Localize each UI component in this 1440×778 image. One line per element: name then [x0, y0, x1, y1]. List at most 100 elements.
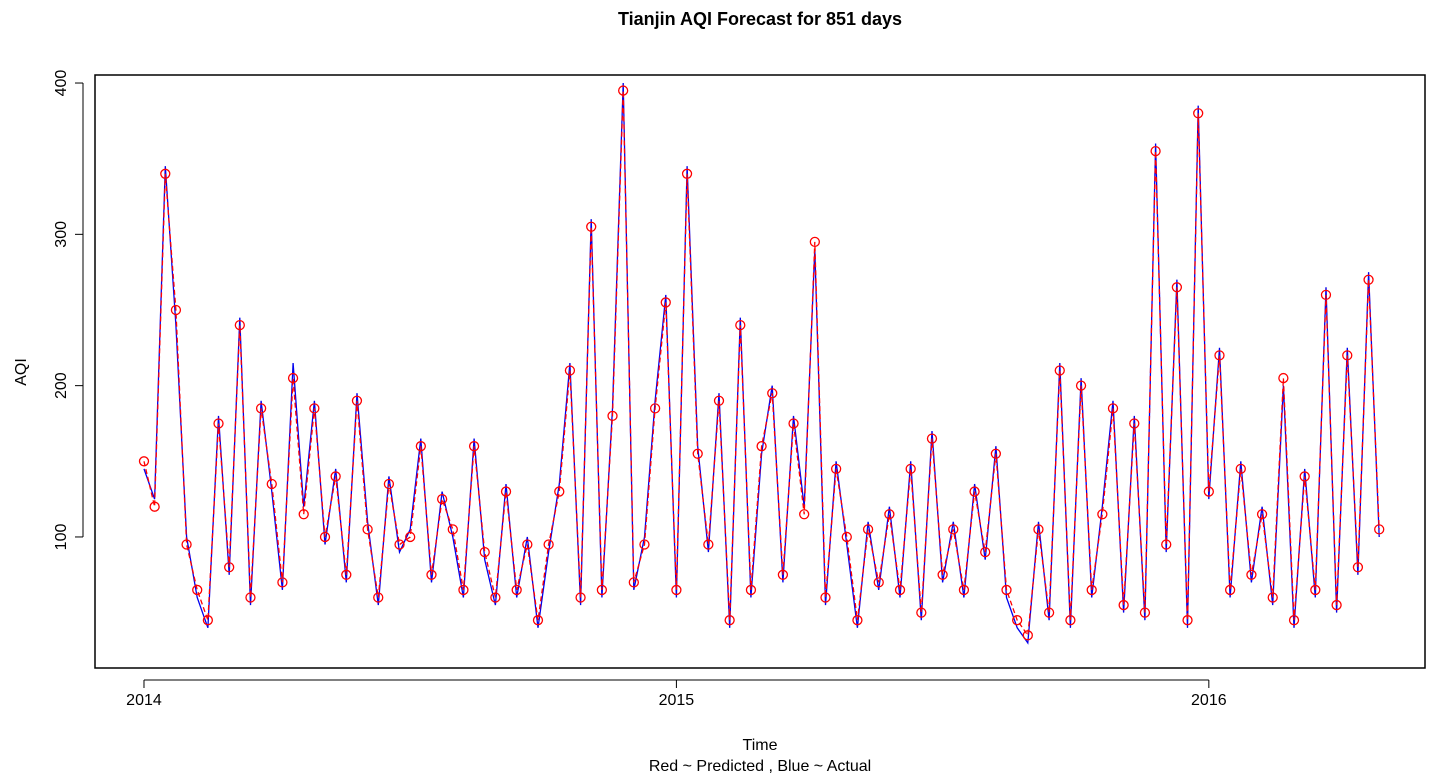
point-marker [926, 433, 938, 444]
point-marker [319, 531, 331, 543]
y-tick-label: 100 [53, 524, 70, 551]
point-marker [809, 236, 820, 248]
point-marker [1043, 607, 1055, 618]
point-marker [351, 395, 363, 406]
point-marker [181, 539, 192, 550]
point-marker [862, 524, 874, 535]
point-marker [1363, 274, 1374, 285]
point-marker [1193, 108, 1204, 119]
point-marker [586, 221, 597, 232]
point-marker [596, 584, 608, 596]
point-marker [660, 297, 671, 308]
point-marker [1182, 615, 1193, 626]
point-marker [1161, 539, 1172, 550]
point-marker [213, 418, 224, 429]
point-marker [873, 577, 884, 588]
point-marker [671, 584, 682, 596]
point-marker [1352, 562, 1364, 573]
point-marker [1310, 584, 1321, 596]
point-marker [1086, 584, 1097, 596]
point-marker [969, 486, 980, 497]
point-marker [1235, 463, 1246, 475]
x-axis-sublabel: Red ~ Predicted , Blue ~ Actual [649, 758, 871, 775]
point-marker [767, 388, 778, 399]
point-marker [1022, 630, 1033, 641]
point-marker [649, 403, 661, 414]
point-marker [309, 403, 320, 414]
point-marker [415, 441, 426, 452]
point-marker [298, 509, 309, 520]
point-marker [511, 584, 522, 596]
point-marker [383, 478, 395, 490]
point-marker [703, 539, 714, 550]
point-marker [1033, 524, 1044, 535]
point-marker [1171, 282, 1183, 293]
point-marker [1278, 372, 1289, 384]
point-marker [362, 524, 373, 535]
point-marker [958, 584, 970, 596]
point-marker [980, 546, 991, 558]
plot-frame [94, 74, 1426, 669]
point-marker [1065, 615, 1076, 626]
point-marker [447, 524, 458, 535]
point-marker [405, 531, 416, 543]
point-marker [1129, 418, 1140, 429]
point-marker [1331, 599, 1342, 611]
point-marker [745, 584, 757, 596]
point-marker [1288, 615, 1300, 626]
point-marker [287, 372, 299, 384]
point-marker [479, 546, 490, 558]
point-marker [1001, 584, 1012, 596]
point-marker [564, 365, 576, 376]
point-marker [607, 410, 618, 422]
point-marker [1214, 350, 1225, 361]
point-marker [692, 448, 703, 459]
point-marker [1267, 592, 1278, 603]
point-marker [937, 569, 948, 580]
point-marker [852, 615, 863, 626]
point-marker [500, 486, 512, 497]
point-marker [255, 403, 267, 414]
point-marker [1256, 509, 1268, 520]
point-marker [1246, 569, 1257, 580]
point-marker [1224, 584, 1236, 596]
point-marker [426, 569, 437, 580]
point-marker [990, 448, 1002, 459]
point-marker [490, 592, 501, 603]
point-marker [575, 592, 586, 603]
point-marker [724, 615, 735, 626]
point-marker [160, 168, 171, 179]
point-marker [713, 395, 725, 406]
point-marker [905, 463, 916, 475]
point-marker [245, 592, 256, 603]
x-tick-label: 2015 [659, 692, 695, 709]
x-tick-label: 2016 [1191, 692, 1227, 709]
point-marker [1107, 403, 1119, 414]
point-marker [192, 584, 203, 596]
point-marker [1075, 380, 1087, 391]
point-marker [1054, 365, 1065, 376]
point-marker [820, 592, 831, 603]
point-marker [1012, 615, 1023, 626]
point-marker [1150, 145, 1161, 157]
point-marker [830, 463, 842, 475]
point-marker [788, 418, 799, 429]
point-marker [234, 319, 245, 331]
point-marker [1374, 524, 1385, 535]
point-marker [841, 531, 852, 543]
point-marker [149, 501, 160, 512]
point-marker [522, 539, 533, 550]
point-marker [628, 577, 639, 588]
point-marker [1299, 471, 1310, 482]
point-marker [948, 524, 959, 535]
point-marker [458, 584, 469, 596]
point-marker [532, 615, 544, 626]
point-marker [735, 319, 746, 331]
chart-title: Tianjin AQI Forecast for 851 days [618, 9, 902, 29]
y-tick-label: 200 [53, 372, 70, 399]
point-marker [138, 456, 150, 467]
y-tick-label: 400 [53, 70, 70, 97]
point-marker [756, 441, 767, 452]
point-marker [916, 607, 927, 618]
